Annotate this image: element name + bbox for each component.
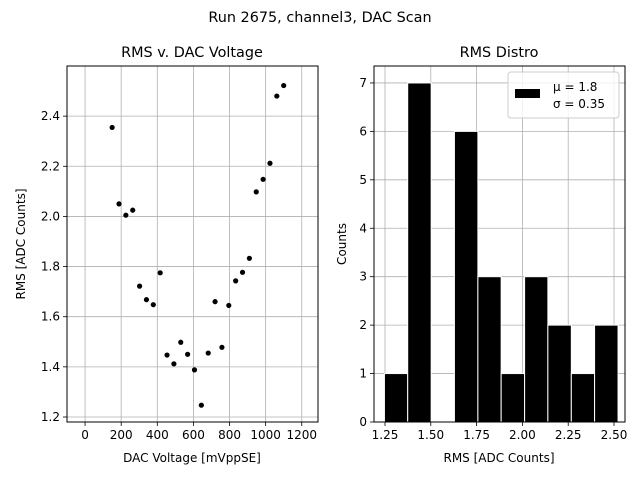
scatter-point	[150, 302, 156, 308]
histogram-y-tick-label: 5	[359, 173, 367, 187]
scatter-y-tick-label: 2.0	[41, 209, 60, 223]
scatter-point	[185, 351, 191, 357]
scatter-x-ticks: 0 200 400 600 800 1000 1200	[81, 422, 317, 442]
histogram-x-tick-label: 2.25	[555, 428, 582, 442]
histogram-y-tick-label: 6	[359, 124, 367, 138]
histogram-title: RMS Distro	[460, 45, 539, 61]
scatter-y-tick-label: 1.4	[41, 360, 60, 374]
histogram-y-tick-label: 0	[359, 415, 367, 429]
scatter-points	[109, 82, 287, 408]
legend-swatch	[515, 89, 540, 98]
scatter-point	[219, 344, 225, 350]
scatter-x-label: DAC Voltage [mVppSE]	[123, 451, 261, 465]
histogram-bar	[547, 324, 572, 423]
scatter-y-tick-label: 1.6	[41, 310, 60, 324]
scatter-y-label: RMS [ADC Counts]	[14, 188, 28, 299]
scatter-y-ticks: 1.2 1.4 1.6 1.8 2.0 2.2 2.4	[41, 109, 67, 424]
histogram-x-tick-label: 2.50	[601, 428, 628, 442]
histogram-panel: RMS Distro 1.25 1.50 1.75 2.00 2.25 2.50 0 1 2 3…	[335, 45, 627, 465]
histogram-y-tick-label: 3	[359, 270, 367, 284]
figure-suptitle: Run 2675, channel3, DAC Scan	[208, 10, 431, 26]
scatter-point	[116, 201, 122, 207]
histogram-bar	[500, 373, 526, 423]
scatter-point	[191, 367, 198, 373]
histogram-axes-frame	[373, 65, 626, 423]
scatter-point	[281, 82, 287, 89]
scatter-point	[171, 361, 177, 367]
scatter-point	[233, 278, 239, 284]
scatter-point	[198, 402, 204, 408]
histogram-bar	[407, 82, 432, 423]
histogram-x-tick-label: 1.25	[372, 428, 399, 442]
scatter-x-tick-label: 200	[110, 428, 133, 442]
legend-sigma-label: σ = 0.35	[553, 97, 605, 111]
legend-box	[507, 71, 620, 119]
scatter-y-tick-label: 2.2	[41, 159, 60, 173]
histogram-y-ticks: 0 1 2 3 4 5 6 7	[359, 76, 374, 429]
scatter-y-tick-label: 1.2	[41, 410, 60, 424]
scatter-point	[136, 283, 143, 289]
scatter-x-tick-label: 400	[146, 428, 169, 442]
scatter-point	[123, 212, 129, 218]
scatter-point	[260, 176, 266, 182]
scatter-y-tick-label: 1.8	[41, 260, 60, 274]
histogram-x-tick-label: 1.75	[463, 428, 490, 442]
histogram-bar	[594, 324, 619, 423]
histogram-x-ticks: 1.25 1.50 1.75 2.00 2.25 2.50	[372, 422, 628, 442]
scatter-point	[130, 207, 136, 213]
scatter-grid	[67, 66, 318, 422]
histogram-y-tick-label: 2	[359, 318, 367, 332]
scatter-x-tick-label: 1200	[286, 428, 317, 442]
scatter-point	[178, 339, 184, 345]
scatter-point	[157, 270, 163, 276]
histogram-bar	[477, 276, 502, 423]
scatter-x-tick-label: 800	[218, 428, 241, 442]
scatter-panel: RMS v. DAC Voltage 0 200 400 600 800 1000 1200…	[14, 45, 319, 465]
scatter-x-tick-label: 600	[182, 428, 205, 442]
scatter-point	[109, 124, 115, 131]
scatter-point	[226, 302, 232, 309]
histogram-bars	[383, 82, 619, 423]
histogram-y-tick-label: 7	[359, 76, 367, 90]
histogram-x-label: RMS [ADC Counts]	[443, 451, 554, 465]
histogram-y-tick-label: 1	[359, 367, 367, 381]
scatter-point	[164, 352, 170, 358]
scatter-point	[246, 255, 252, 261]
histogram-legend: μ = 1.8 σ = 0.35	[507, 71, 620, 119]
histogram-bar	[383, 373, 409, 423]
scatter-axes-frame	[66, 65, 319, 423]
histogram-bar	[570, 373, 596, 423]
histogram-y-tick-label: 4	[359, 221, 367, 235]
scatter-y-tick-label: 2.4	[41, 109, 60, 123]
scatter-x-tick-label: 1000	[250, 428, 281, 442]
histogram-y-label: Counts	[335, 223, 349, 265]
histogram-bar	[453, 130, 479, 423]
histogram-bar	[524, 276, 549, 423]
scatter-point	[143, 297, 150, 303]
scatter-title: RMS v. DAC Voltage	[121, 45, 263, 61]
scatter-point	[205, 350, 211, 356]
scatter-point	[253, 189, 259, 195]
histogram-x-tick-label: 1.50	[417, 428, 444, 442]
scatter-point	[239, 269, 246, 275]
legend-mean-label: μ = 1.8	[553, 80, 597, 94]
scatter-point	[267, 160, 273, 166]
histogram-x-tick-label: 2.00	[509, 428, 536, 442]
scatter-point	[274, 93, 280, 99]
scatter-x-tick-label: 0	[81, 428, 89, 442]
scatter-point	[212, 299, 218, 305]
